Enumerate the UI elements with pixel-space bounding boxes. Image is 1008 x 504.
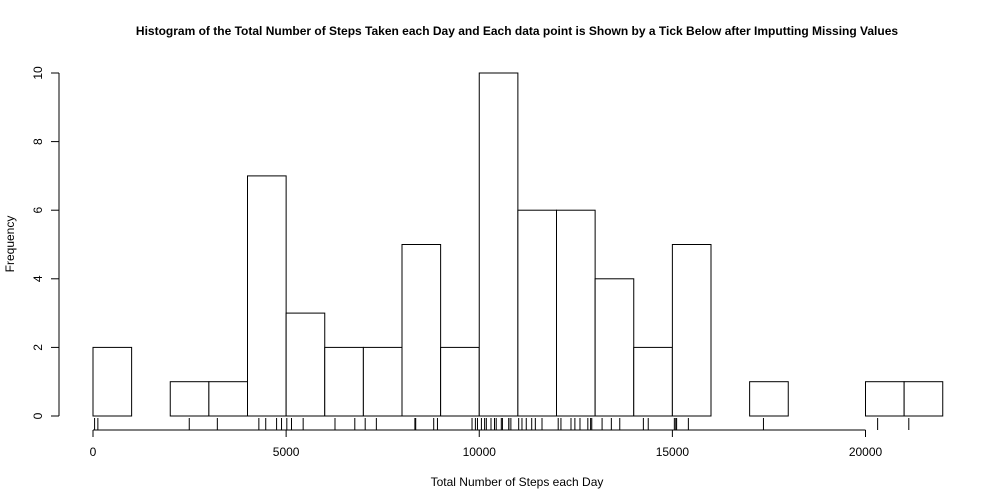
histogram-bar-11 [517, 209, 557, 417]
y-axis-label: Frequency [3, 216, 17, 273]
histogram-bar-15 [671, 244, 712, 417]
histogram-bar-0 [92, 346, 133, 417]
histogram-bar-17 [749, 381, 789, 417]
histogram-bar-7 [362, 346, 403, 417]
histogram-bar-10 [478, 72, 519, 417]
x-axis: 0 5000 10000 15000 20000 [90, 429, 883, 459]
x-tick-label: 5000 [273, 445, 300, 459]
x-tick-label: 0 [90, 445, 97, 459]
y-tick-label: 4 [31, 275, 45, 282]
x-tick-label: 20000 [849, 445, 883, 459]
y-tick-label: 10 [31, 66, 45, 80]
y-tick-label: 6 [31, 207, 45, 214]
chart-title: Histogram of the Total Number of Steps T… [136, 24, 898, 38]
histogram-bar-21 [903, 381, 944, 417]
histogram-bar-6 [324, 346, 364, 417]
histogram-bar-4 [247, 175, 287, 417]
y-axis: 0 2 4 6 8 10 [31, 66, 60, 419]
x-tick-label: 15000 [656, 445, 690, 459]
x-tick-label: 10000 [463, 445, 497, 459]
histogram-bar-8 [401, 244, 442, 417]
histogram-bar-2 [169, 381, 210, 417]
y-tick-label: 2 [31, 344, 45, 351]
histogram-bar-3 [208, 381, 248, 417]
histogram-bar-14 [633, 346, 673, 417]
y-tick-label: 8 [31, 138, 45, 145]
histogram-bar-9 [440, 346, 480, 417]
rug-ticks [94, 418, 910, 430]
histogram-bars [92, 72, 944, 417]
x-axis-label: Total Number of Steps each Day [431, 475, 604, 489]
histogram-bar-13 [594, 278, 635, 417]
histogram-bar-5 [285, 312, 326, 417]
y-tick-label: 0 [31, 412, 45, 419]
histogram-bar-20 [865, 381, 905, 417]
histogram-bar-12 [556, 209, 596, 417]
